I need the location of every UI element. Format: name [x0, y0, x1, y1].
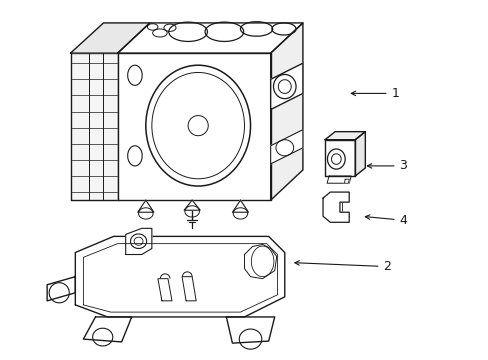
Polygon shape — [270, 130, 302, 164]
Polygon shape — [226, 317, 274, 343]
Polygon shape — [118, 23, 302, 53]
Polygon shape — [270, 63, 302, 109]
Polygon shape — [355, 132, 365, 176]
Polygon shape — [344, 179, 348, 183]
Polygon shape — [325, 140, 355, 176]
Text: 4: 4 — [365, 214, 407, 227]
Polygon shape — [70, 53, 118, 200]
Polygon shape — [138, 200, 154, 212]
Text: 1: 1 — [350, 87, 399, 100]
Text: 3: 3 — [366, 159, 407, 172]
Polygon shape — [70, 23, 149, 53]
Polygon shape — [325, 132, 365, 140]
Polygon shape — [83, 317, 131, 342]
Polygon shape — [232, 200, 248, 212]
Polygon shape — [83, 244, 277, 312]
Polygon shape — [326, 176, 350, 183]
Polygon shape — [270, 23, 302, 200]
Polygon shape — [75, 237, 284, 317]
Polygon shape — [118, 53, 270, 200]
Polygon shape — [47, 277, 75, 301]
Polygon shape — [125, 228, 152, 255]
Text: 2: 2 — [294, 260, 390, 273]
Polygon shape — [183, 200, 200, 210]
Polygon shape — [323, 192, 348, 222]
